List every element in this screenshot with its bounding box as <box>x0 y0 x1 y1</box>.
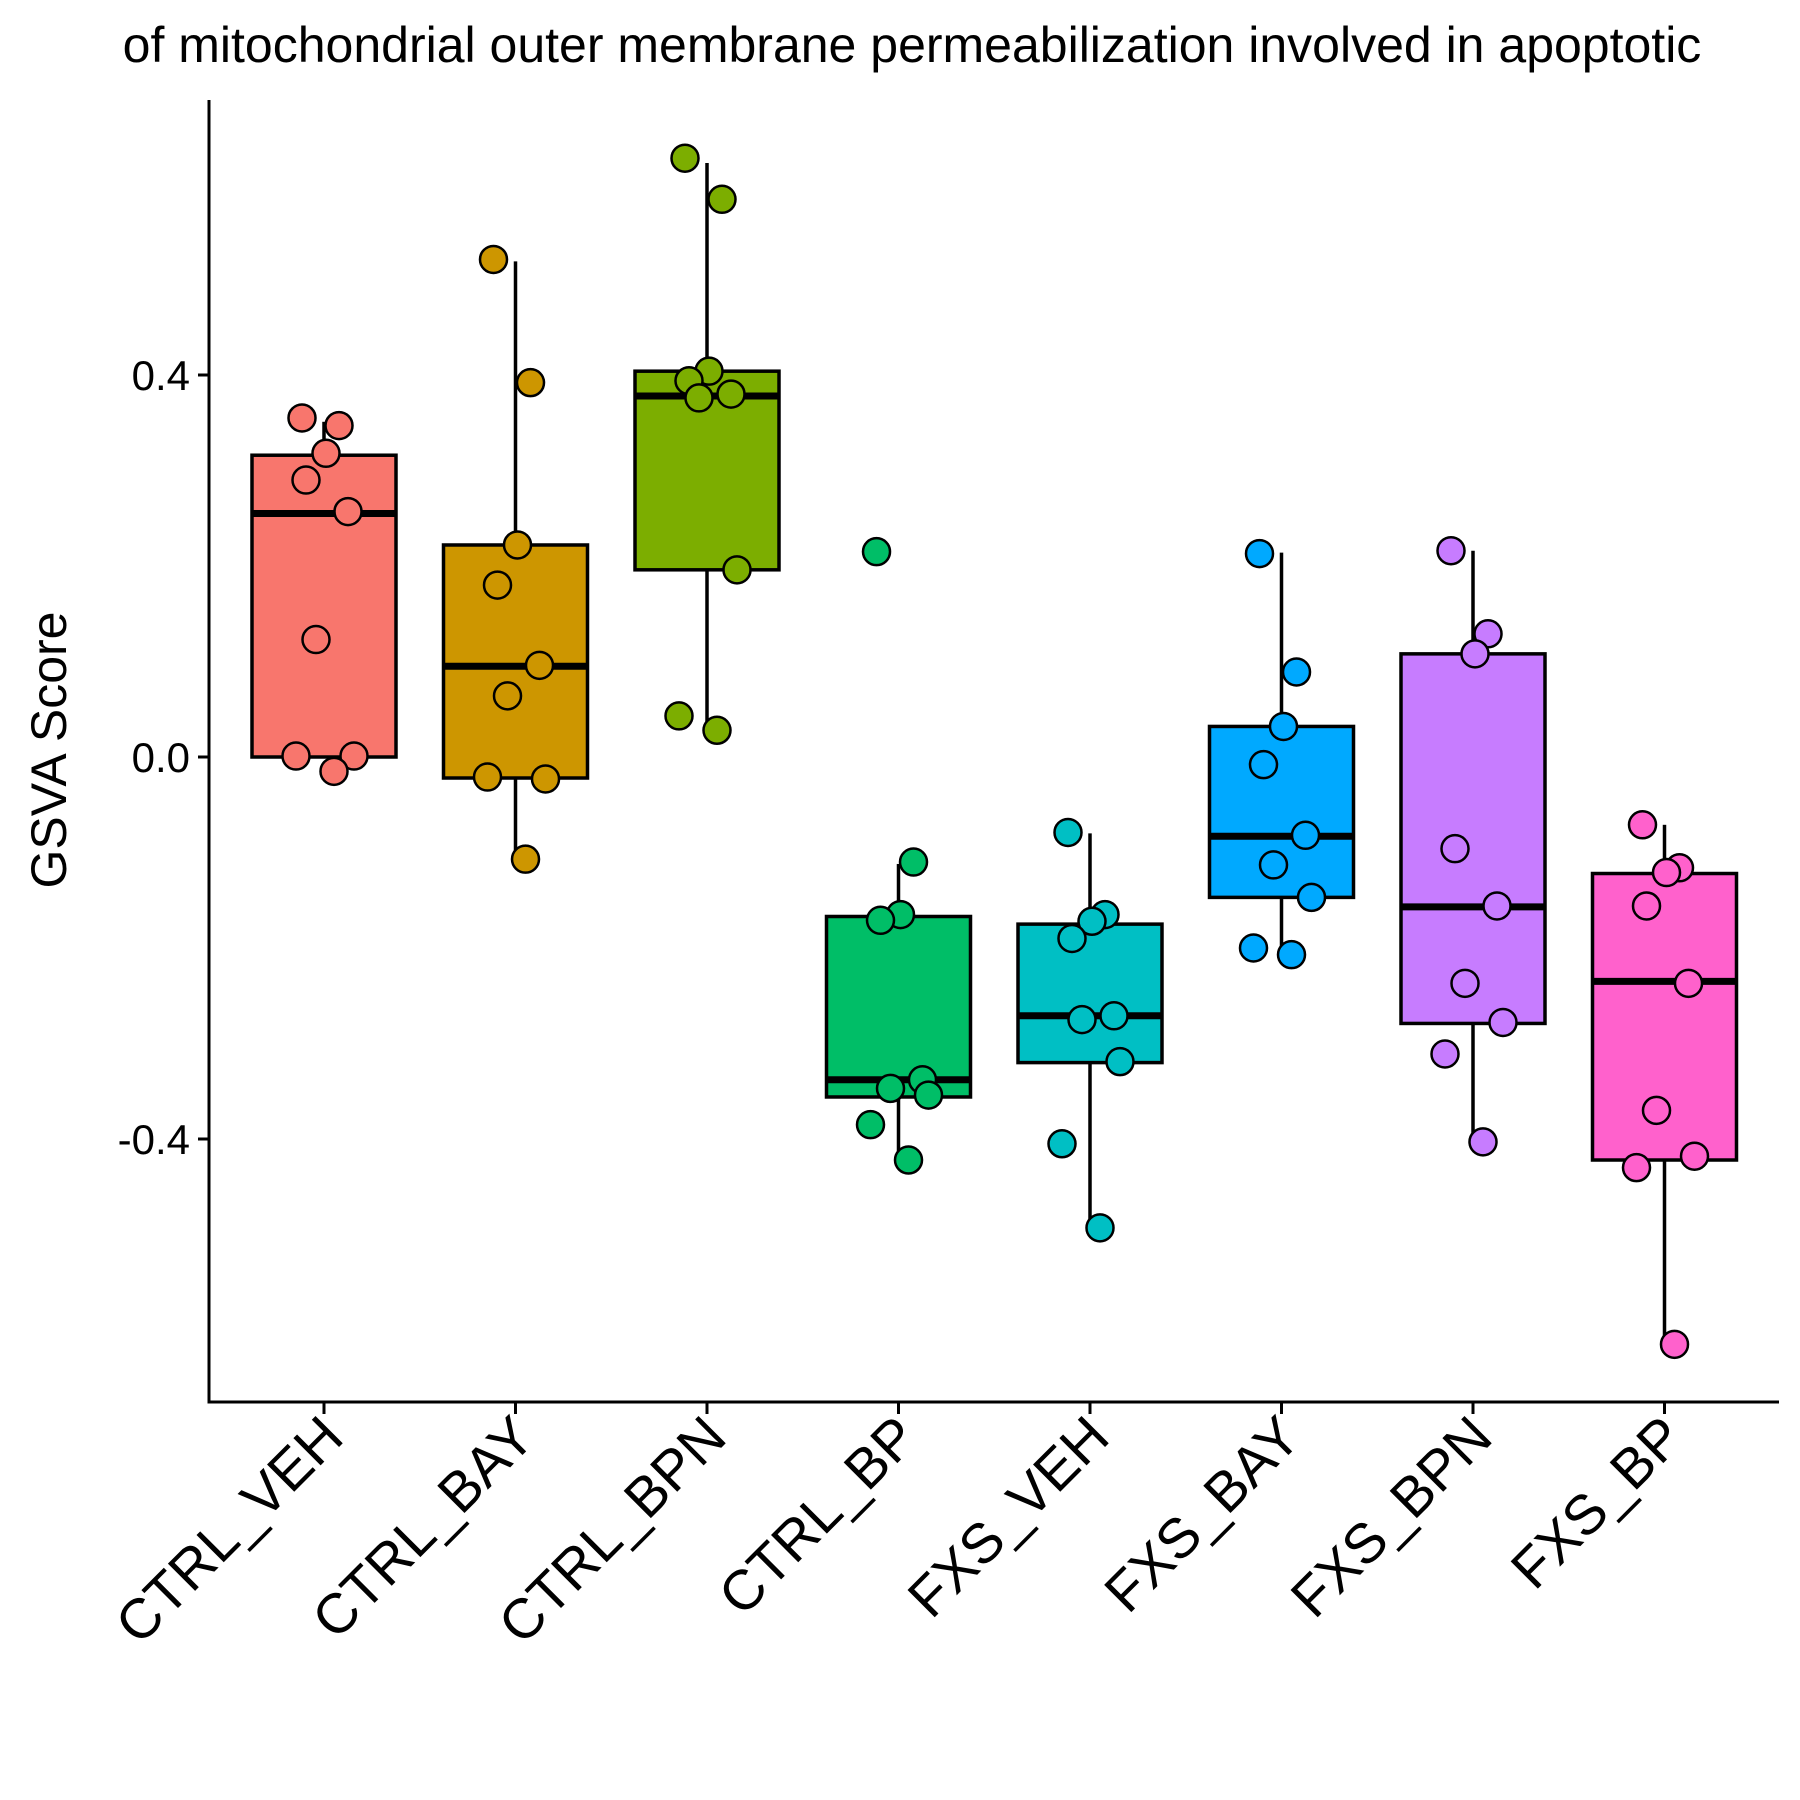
data-point <box>1436 535 1466 566</box>
data-point <box>1679 1141 1710 1171</box>
data-point <box>1673 968 1704 999</box>
data-point <box>1430 1039 1460 1069</box>
data-point <box>1053 817 1083 848</box>
data-point <box>684 383 714 413</box>
data-point <box>1105 1046 1135 1077</box>
box-group-fxs-bp <box>1590 824 1739 1343</box>
data-point <box>1258 850 1289 880</box>
data-point <box>333 496 363 527</box>
data-point <box>1440 833 1470 864</box>
data-point <box>1296 882 1327 913</box>
data-point <box>530 764 561 794</box>
data-point <box>482 570 513 600</box>
y-axis-title: GSVA Score <box>21 612 77 889</box>
points-fxs-bay <box>1238 538 1327 970</box>
data-point <box>1659 1329 1690 1360</box>
box <box>250 453 398 759</box>
data-point <box>707 184 737 215</box>
data-point <box>898 847 929 877</box>
data-point <box>1238 933 1269 963</box>
box-group-ctrl-bay <box>441 261 590 861</box>
x-tick-label: FXS_BPN <box>1278 1404 1503 1629</box>
data-point <box>861 536 892 567</box>
data-point <box>893 1145 924 1175</box>
data-point <box>1067 1004 1097 1035</box>
data-point <box>1244 538 1275 569</box>
data-point <box>281 741 311 771</box>
data-point <box>1450 968 1480 999</box>
data-point <box>1047 1129 1077 1159</box>
points-ctrl-bay <box>472 244 561 874</box>
x-tick-label: CTRL_BP <box>706 1404 929 1627</box>
y-tick-label: 0.4 <box>132 352 190 399</box>
points-fxs-bp <box>1621 810 1710 1360</box>
data-point <box>1488 1007 1518 1038</box>
data-point <box>1621 1152 1652 1183</box>
data-point <box>1460 639 1490 669</box>
data-point <box>664 701 694 731</box>
points-ctrl-bpn <box>664 143 752 746</box>
data-point <box>913 1080 944 1110</box>
x-axis-ticks: CTRL_VEHCTRL_BAYCTRL_BPNCTRL_BPFXS_VEHFX… <box>103 1402 1695 1655</box>
data-point <box>502 530 533 560</box>
data-point <box>702 715 732 746</box>
box <box>824 914 973 1099</box>
data-point <box>339 741 369 771</box>
data-point <box>472 762 503 792</box>
data-point <box>319 756 349 787</box>
data-point <box>515 367 546 398</box>
data-point <box>1290 820 1321 851</box>
y-tick-label: 0.0 <box>132 734 190 781</box>
data-point <box>1057 923 1087 954</box>
data-point <box>1281 657 1312 687</box>
points-ctrl-bp <box>855 536 944 1175</box>
plot-area <box>250 143 1739 1360</box>
points-fxs-veh <box>1047 817 1135 1243</box>
data-point <box>287 403 317 433</box>
data-point <box>1641 1095 1672 1126</box>
data-point <box>1468 1127 1498 1157</box>
data-point <box>324 410 354 441</box>
data-point <box>1077 906 1107 937</box>
data-point <box>716 379 746 409</box>
data-point <box>1631 891 1662 921</box>
data-point <box>291 465 321 495</box>
box-group-ctrl-bpn <box>633 162 781 732</box>
box <box>1016 922 1164 1065</box>
box-group-fxs-bpn <box>1399 550 1547 1141</box>
data-point <box>670 143 700 173</box>
data-point <box>855 1109 886 1140</box>
y-tick-label: -0.4 <box>118 1116 190 1163</box>
box <box>1399 652 1547 1026</box>
chart-title: of mitochondrial outer membrane permeabi… <box>123 17 1702 73</box>
data-point <box>865 905 896 936</box>
data-point <box>1099 1001 1129 1031</box>
data-point <box>1268 711 1299 742</box>
data-point <box>492 681 523 711</box>
data-point <box>510 844 541 874</box>
data-point <box>722 555 752 585</box>
data-point <box>1248 749 1279 780</box>
data-point <box>1627 810 1658 840</box>
data-point <box>1482 891 1512 921</box>
data-point <box>524 650 555 681</box>
data-point <box>478 244 509 275</box>
x-tick-label: FXS_BP <box>1499 1404 1695 1600</box>
points-ctrl-veh <box>281 403 369 787</box>
data-point <box>311 438 341 469</box>
box-group-ctrl-veh <box>250 421 398 759</box>
data-point <box>875 1073 906 1104</box>
x-tick-label: FXS_BAY <box>1092 1404 1312 1624</box>
data-point <box>1651 857 1682 888</box>
box <box>441 543 590 780</box>
data-point <box>1085 1213 1115 1243</box>
data-point <box>301 624 331 655</box>
y-axis-ticks: 0.4 0.0 -0.4 <box>118 352 209 1163</box>
x-tick-label: FXS_VEH <box>895 1404 1120 1629</box>
box-group-fxs-bay <box>1207 552 1356 954</box>
data-point <box>1276 939 1307 970</box>
box-group-ctrl-bp <box>824 863 973 1161</box>
points-fxs-bpn <box>1430 535 1518 1157</box>
